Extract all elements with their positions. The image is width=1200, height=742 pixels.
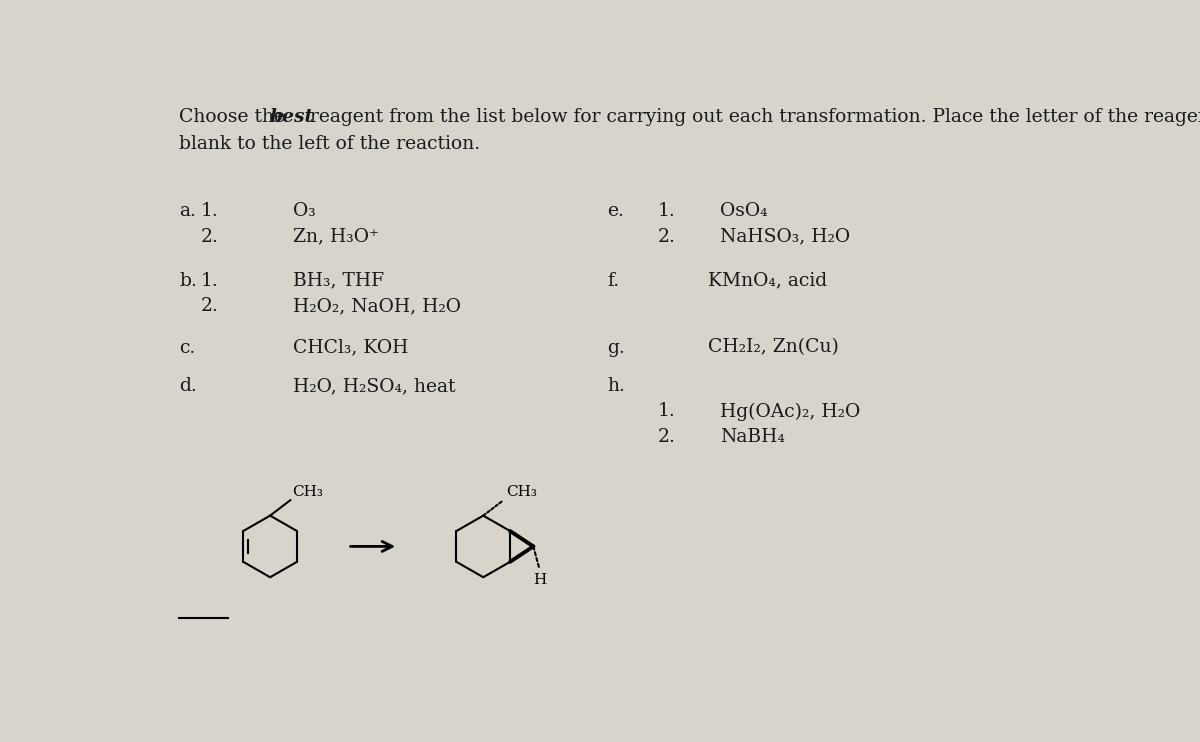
Text: O₃: O₃ <box>293 203 316 220</box>
Text: Zn, H₃O⁺: Zn, H₃O⁺ <box>293 228 379 246</box>
Text: Hg(OAc)₂, H₂O: Hg(OAc)₂, H₂O <box>720 402 860 421</box>
Text: BH₃, THF: BH₃, THF <box>293 272 384 289</box>
Text: H₂O₂, NaOH, H₂O: H₂O₂, NaOH, H₂O <box>293 297 461 315</box>
Text: 1.: 1. <box>200 203 218 220</box>
Text: a.: a. <box>180 203 197 220</box>
Text: best: best <box>269 108 313 125</box>
Text: CH₃: CH₃ <box>293 485 324 499</box>
Text: NaBH₄: NaBH₄ <box>720 428 785 446</box>
Text: blank to the left of the reaction.: blank to the left of the reaction. <box>180 135 480 154</box>
Text: 2.: 2. <box>658 428 676 446</box>
Text: OsO₄: OsO₄ <box>720 203 767 220</box>
Text: 2.: 2. <box>200 228 218 246</box>
Text: 1.: 1. <box>658 203 676 220</box>
Text: f.: f. <box>607 272 619 289</box>
Text: NaHSO₃, H₂O: NaHSO₃, H₂O <box>720 228 850 246</box>
Text: H: H <box>533 574 546 588</box>
Text: h.: h. <box>607 377 625 395</box>
Text: CHCl₃, KOH: CHCl₃, KOH <box>293 338 409 356</box>
Text: H₂O, H₂SO₄, heat: H₂O, H₂SO₄, heat <box>293 377 456 395</box>
Text: 2.: 2. <box>200 297 218 315</box>
Text: g.: g. <box>607 338 625 356</box>
Text: 1.: 1. <box>200 272 218 289</box>
Text: 2.: 2. <box>658 228 676 246</box>
Text: Choose the: Choose the <box>180 108 292 125</box>
Text: d.: d. <box>180 377 197 395</box>
Text: KMnO₄, acid: KMnO₄, acid <box>708 272 827 289</box>
Text: CH₂I₂, Zn(Cu): CH₂I₂, Zn(Cu) <box>708 338 839 356</box>
Text: c.: c. <box>180 338 196 356</box>
Text: b.: b. <box>180 272 197 289</box>
Text: reagent from the list below for carrying out each transformation. Place the lett: reagent from the list below for carrying… <box>305 108 1200 125</box>
Text: e.: e. <box>607 203 624 220</box>
Text: 1.: 1. <box>658 402 676 421</box>
Text: CH₃: CH₃ <box>505 485 536 499</box>
